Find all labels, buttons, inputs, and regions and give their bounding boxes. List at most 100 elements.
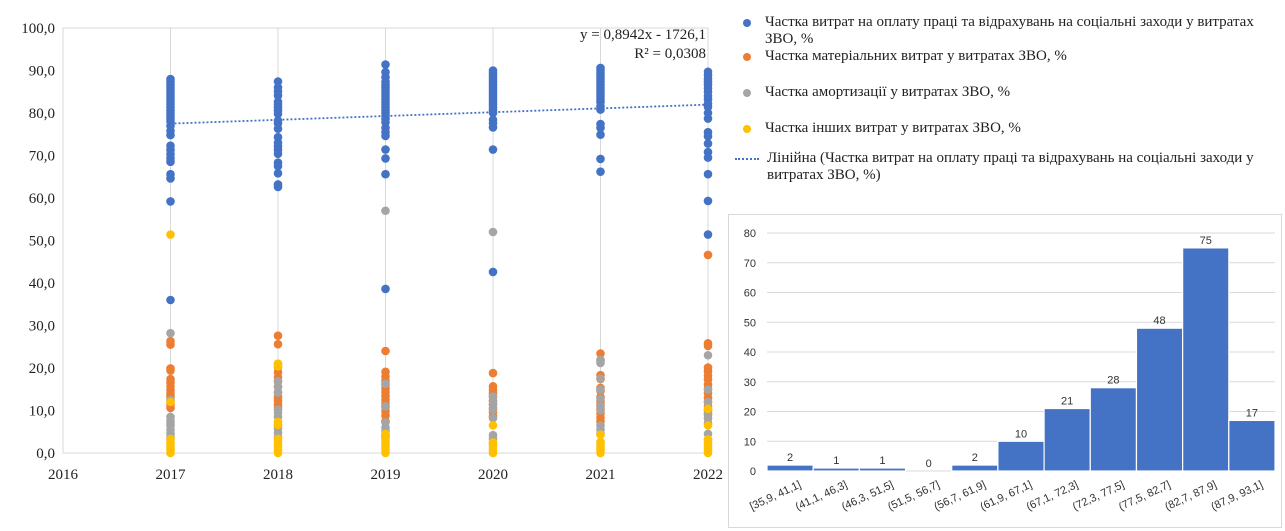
x-axis-tick-labels: 2016 2017 2018 2019 2020 2021 2022 bbox=[48, 467, 723, 483]
y-tick-label: 0,0 bbox=[36, 446, 55, 462]
data-point bbox=[596, 123, 605, 133]
data-point bbox=[273, 109, 283, 119]
data-point bbox=[273, 448, 283, 458]
histogram-data-label: 75 bbox=[1200, 235, 1212, 247]
histogram-data-label: 17 bbox=[1246, 407, 1258, 419]
trendline-equation: y = 0,8942x - 1726,1 bbox=[580, 27, 706, 43]
data-point bbox=[488, 227, 498, 237]
histogram-y-tick-label: 80 bbox=[744, 228, 756, 240]
data-point bbox=[381, 131, 390, 141]
legend-item-trendline: Лінійна (Частка витрат на оплату праці т… bbox=[735, 150, 1275, 184]
data-point bbox=[703, 169, 713, 179]
histogram-bar bbox=[997, 440, 1045, 472]
y-tick-label: 40,0 bbox=[29, 276, 55, 292]
histogram-x-tick-label: (56,7, 61,9] bbox=[932, 479, 988, 513]
data-point bbox=[381, 145, 390, 154]
y-tick-label: 70,0 bbox=[29, 149, 55, 165]
legend-label-other: Частка інших витрат у витратах ЗВО, % bbox=[765, 120, 1021, 136]
legend-label-trendline: Лінійна (Частка витрат на оплату праці т… bbox=[767, 150, 1254, 183]
data-point bbox=[596, 358, 605, 368]
histogram-x-tick-label: (41,1, 46,3] bbox=[794, 479, 850, 513]
y-tick-label: 60,0 bbox=[29, 191, 55, 207]
data-point bbox=[273, 169, 283, 178]
histogram-y-tick-labels: 0 10 20 30 40 50 60 70 80 bbox=[744, 228, 756, 478]
data-point bbox=[703, 404, 713, 414]
legend-marker-blue-icon bbox=[743, 19, 751, 27]
y-tick-label: 100,0 bbox=[21, 21, 55, 37]
y-tick-label: 10,0 bbox=[29, 404, 55, 420]
data-point bbox=[596, 430, 605, 440]
histogram-data-label: 1 bbox=[833, 455, 839, 467]
histogram-y-tick-label: 20 bbox=[744, 407, 756, 419]
trendline-line bbox=[170, 103, 709, 125]
data-point bbox=[273, 161, 283, 171]
data-point bbox=[703, 350, 713, 360]
legend-label-materials: Частка матеріальних витрат у витратах ЗВ… bbox=[765, 48, 1067, 64]
histogram-data-label: 1 bbox=[879, 455, 885, 467]
histogram-y-tick-label: 0 bbox=[750, 466, 756, 478]
legend-marker-yellow-icon bbox=[743, 125, 751, 133]
data-point bbox=[381, 401, 390, 411]
histogram-bar bbox=[766, 464, 814, 472]
data-point bbox=[596, 349, 605, 358]
data-point bbox=[166, 448, 175, 458]
data-point bbox=[381, 448, 390, 458]
data-point bbox=[488, 413, 498, 423]
data-point bbox=[703, 385, 713, 394]
data-point bbox=[596, 448, 605, 458]
data-point bbox=[703, 196, 713, 206]
histogram-data-label: 2 bbox=[972, 452, 978, 464]
histogram-data-label: 48 bbox=[1153, 315, 1165, 327]
data-point bbox=[488, 267, 498, 277]
legend-item-materials: Частка матеріальних витрат у витратах ЗВ… bbox=[735, 48, 1275, 84]
legend-item-amortization: Частка амортизації у витратах ЗВО, % bbox=[735, 84, 1275, 120]
data-point bbox=[166, 174, 175, 183]
histogram-data-label: 2 bbox=[787, 452, 793, 464]
histogram-x-tick-label: (87,9, 93,1] bbox=[1209, 479, 1265, 513]
data-point bbox=[703, 230, 713, 239]
histogram-x-tick-label: (46,3, 51,5] bbox=[840, 479, 896, 513]
histogram-bar bbox=[1182, 247, 1230, 472]
data-point bbox=[273, 182, 283, 192]
legend-dotted-line-icon bbox=[735, 158, 759, 160]
histogram-x-tick-label: [35,9, 41,1] bbox=[748, 479, 803, 513]
data-point bbox=[703, 448, 713, 458]
data-point bbox=[166, 130, 175, 140]
histogram-data-label: 0 bbox=[926, 458, 932, 470]
data-point bbox=[596, 406, 605, 415]
data-point bbox=[381, 429, 390, 439]
legend-item-other: Частка інших витрат у витратах ЗВО, % bbox=[735, 120, 1275, 150]
histogram-bar bbox=[1228, 419, 1276, 472]
data-point bbox=[703, 139, 713, 148]
histogram-x-tick-label: (61,9, 67,1] bbox=[978, 479, 1034, 513]
data-point bbox=[488, 405, 498, 414]
data-point bbox=[381, 379, 390, 389]
data-point bbox=[381, 206, 390, 216]
histogram-bar bbox=[858, 467, 907, 472]
data-point bbox=[273, 420, 283, 430]
histogram-data-label: 10 bbox=[1015, 428, 1027, 440]
x-tick-label: 2017 bbox=[156, 467, 187, 483]
y-tick-label: 30,0 bbox=[29, 319, 55, 335]
histogram-x-tick-label: (51,5, 56,7] bbox=[886, 479, 942, 513]
histogram-x-tick-label: (82,7, 87,9] bbox=[1163, 479, 1219, 513]
data-point bbox=[488, 145, 498, 154]
data-point bbox=[166, 157, 175, 167]
histogram-y-tick-label: 50 bbox=[744, 317, 756, 329]
data-point bbox=[166, 197, 175, 206]
data-point bbox=[703, 397, 713, 407]
legend-item-labor: Частка витрат на оплату праці та відраху… bbox=[735, 14, 1275, 48]
x-tick-label: 2018 bbox=[263, 467, 293, 483]
histogram-bar bbox=[1043, 407, 1091, 472]
data-point bbox=[166, 397, 175, 407]
histogram-data-label: 21 bbox=[1061, 396, 1073, 408]
histogram-x-tick-label: (77,5, 82,7] bbox=[1117, 479, 1173, 513]
data-point bbox=[596, 130, 605, 139]
histogram-x-tick-label: (72,3, 77,5] bbox=[1071, 479, 1127, 513]
y-tick-label: 80,0 bbox=[29, 106, 55, 122]
data-point bbox=[596, 374, 605, 383]
data-point bbox=[703, 341, 713, 351]
data-point bbox=[166, 340, 175, 349]
legend-label-labor: Частка витрат на оплату праці та відраху… bbox=[765, 14, 1254, 47]
